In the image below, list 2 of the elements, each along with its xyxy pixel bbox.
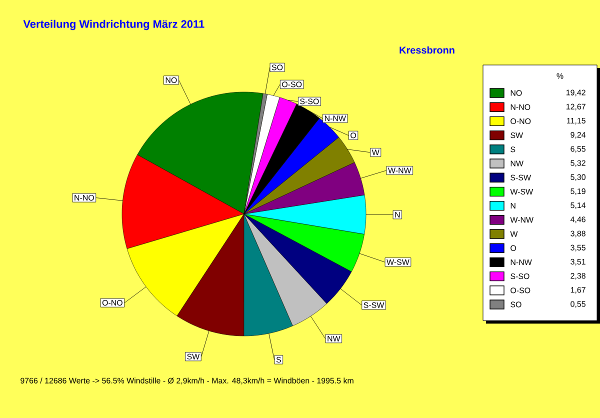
- chart-title: Verteilung Windrichtung März 2011: [23, 20, 204, 30]
- chart-subtitle: Kressbronn: [400, 46, 454, 54]
